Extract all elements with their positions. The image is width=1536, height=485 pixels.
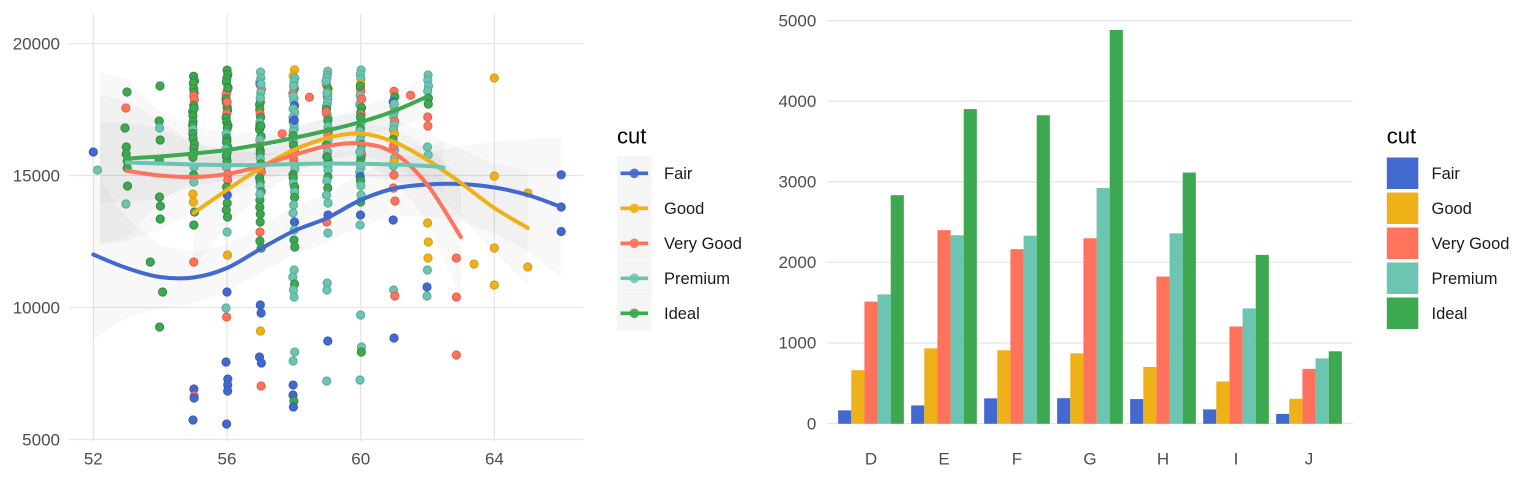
svg-text:15000: 15000	[13, 166, 60, 185]
svg-text:5000: 5000	[22, 430, 60, 449]
svg-text:4000: 4000	[778, 92, 816, 111]
svg-text:56: 56	[218, 450, 237, 469]
svg-text:I: I	[1234, 450, 1239, 469]
svg-text:H: H	[1157, 450, 1169, 469]
svg-text:Premium: Premium	[664, 270, 730, 288]
svg-text:60: 60	[351, 450, 370, 469]
svg-text:Premium: Premium	[1432, 270, 1498, 288]
svg-text:Very Good: Very Good	[664, 235, 742, 253]
svg-text:E: E	[938, 450, 949, 469]
svg-text:Very Good: Very Good	[1432, 235, 1510, 253]
svg-text:Good: Good	[664, 200, 704, 218]
svg-text:3000: 3000	[778, 173, 816, 192]
svg-text:10000: 10000	[13, 298, 60, 317]
svg-text:Ideal: Ideal	[664, 305, 700, 323]
svg-text:0: 0	[807, 414, 816, 433]
svg-text:F: F	[1012, 450, 1022, 469]
svg-text:20000: 20000	[13, 34, 60, 53]
svg-text:cut: cut	[617, 124, 646, 149]
svg-text:52: 52	[84, 450, 103, 469]
svg-text:cut: cut	[1387, 124, 1416, 149]
svg-text:5000: 5000	[778, 11, 816, 30]
svg-text:D: D	[865, 450, 877, 469]
svg-text:Good: Good	[1432, 200, 1472, 218]
svg-text:2000: 2000	[778, 253, 816, 272]
svg-text:Ideal: Ideal	[1432, 305, 1468, 323]
svg-text:64: 64	[485, 450, 504, 469]
svg-text:1000: 1000	[778, 334, 816, 353]
svg-text:Fair: Fair	[1432, 165, 1461, 183]
svg-text:J: J	[1305, 450, 1314, 469]
svg-text:Fair: Fair	[664, 165, 693, 183]
svg-text:G: G	[1083, 450, 1096, 469]
